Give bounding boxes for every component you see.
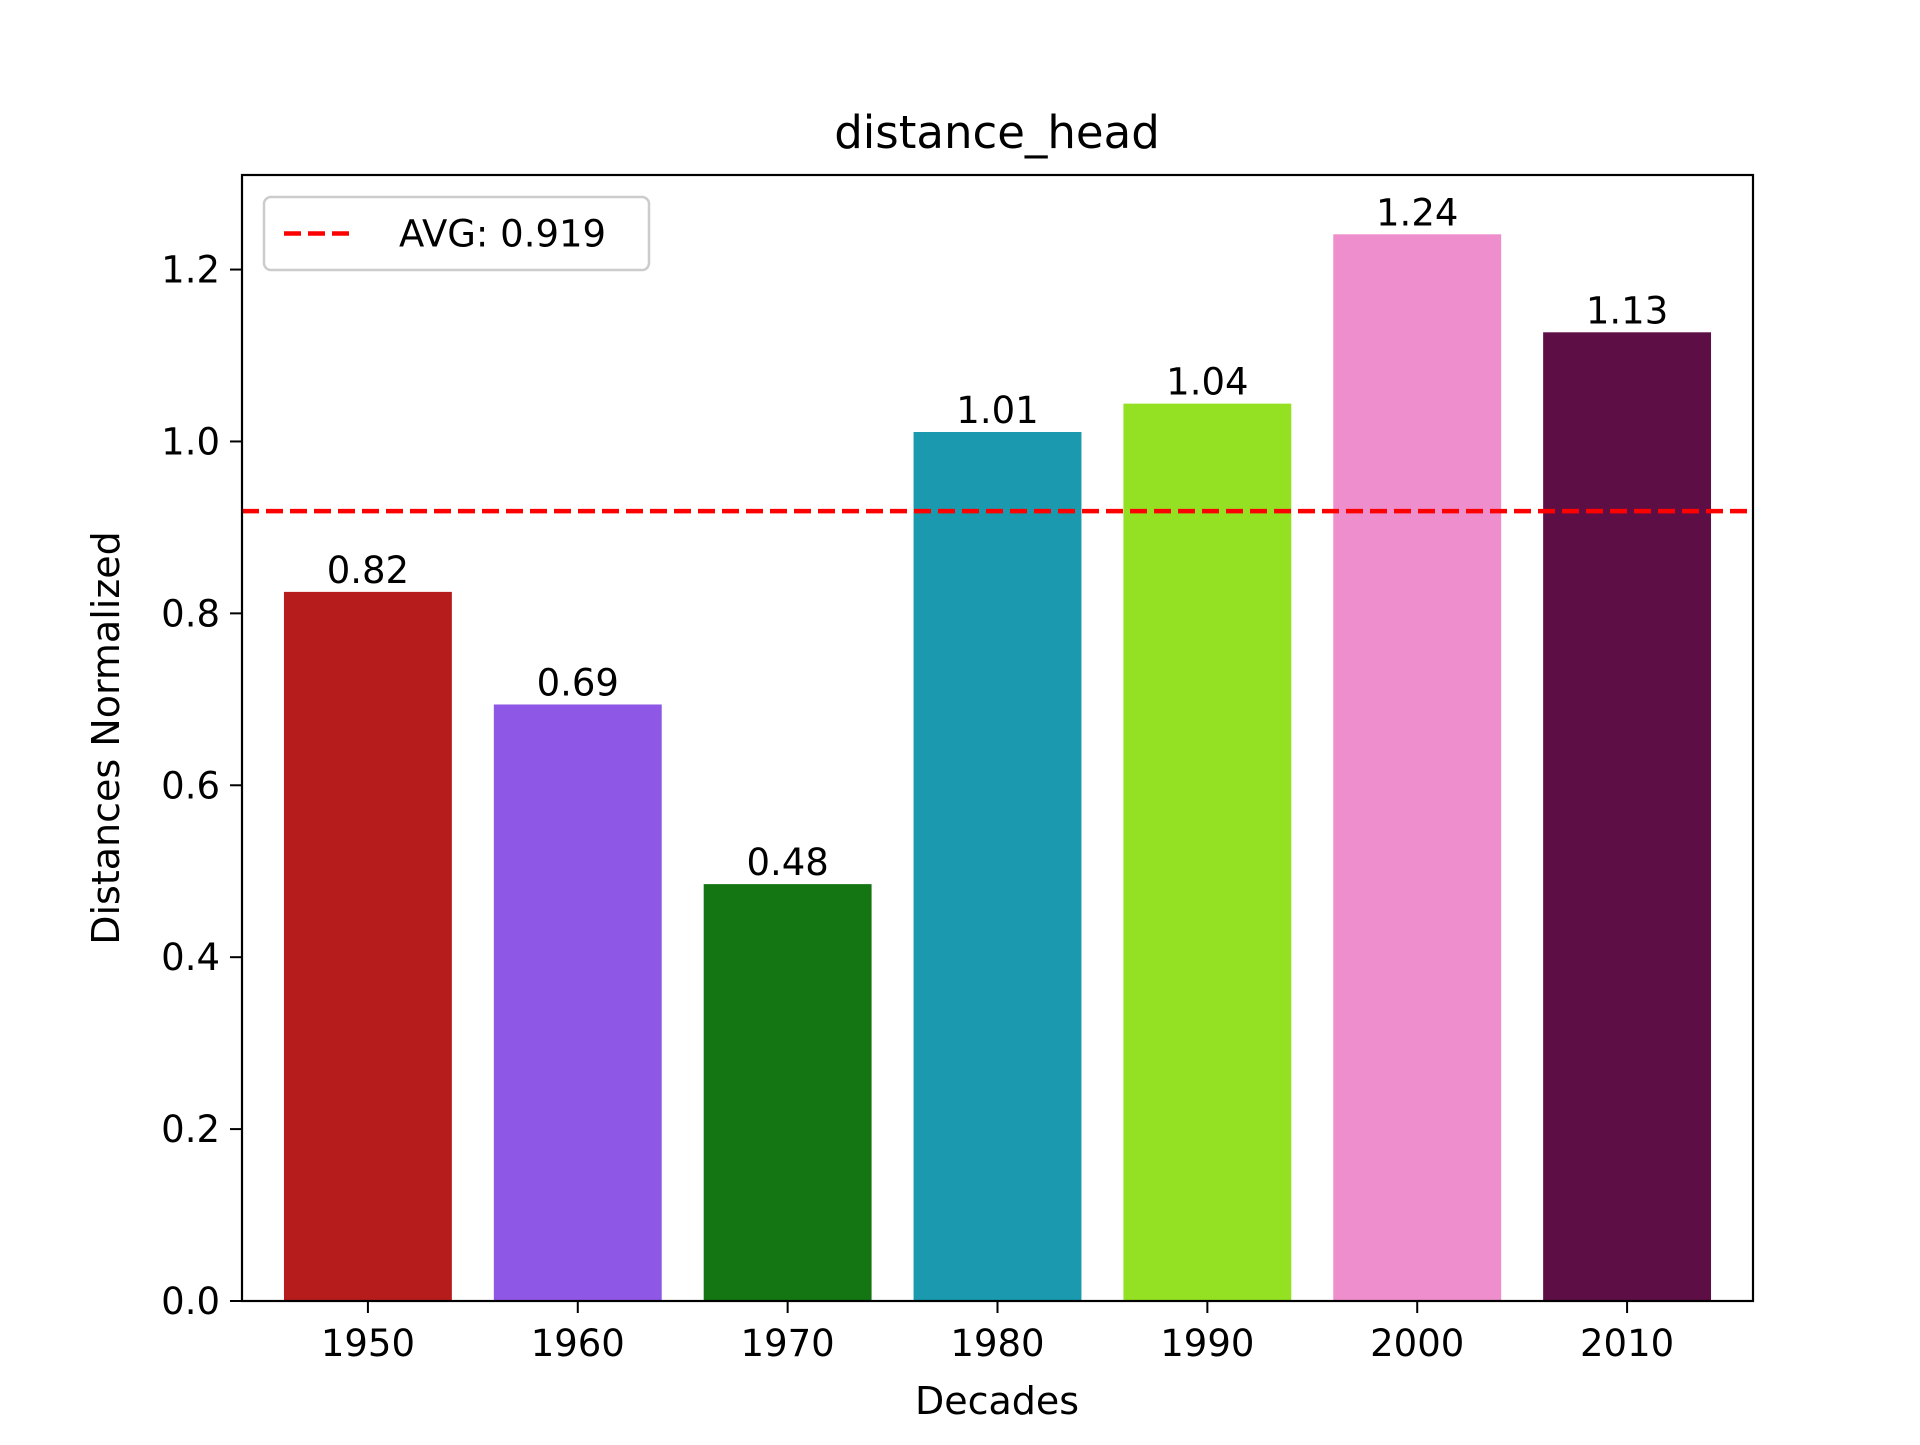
y-tick-label: 0.2 — [161, 1108, 220, 1151]
bar-1990 — [1123, 403, 1292, 1301]
bar-1960 — [493, 704, 662, 1301]
bar-value-label-2000: 1.24 — [1376, 191, 1458, 234]
legend-label-average: AVG: 0.919 — [399, 213, 606, 256]
bar-value-label-1950: 0.82 — [327, 549, 409, 592]
x-tick-label: 1960 — [531, 1322, 625, 1365]
y-tick-label: 0.4 — [161, 936, 220, 979]
x-axis-label: Decades — [915, 1379, 1079, 1423]
bar-value-label-1970: 0.48 — [746, 841, 828, 884]
bar-1980 — [913, 432, 1082, 1301]
y-axis-label: Distances Normalized — [84, 531, 128, 945]
y-tick-label: 0.0 — [161, 1280, 220, 1323]
bar-1970 — [703, 884, 872, 1301]
chart-title: distance_head — [834, 106, 1160, 159]
y-tick-label: 0.8 — [161, 592, 220, 635]
bar-2010 — [1543, 332, 1712, 1302]
y-tick-label: 1.2 — [161, 249, 220, 292]
legend-box — [262, 195, 651, 272]
y-tick-label: 1.0 — [161, 420, 220, 463]
bar-value-label-1980: 1.01 — [956, 389, 1038, 432]
x-tick-label: 1970 — [741, 1322, 835, 1365]
x-tick-label: 2000 — [1370, 1322, 1464, 1365]
x-tick-label: 1980 — [950, 1322, 1044, 1365]
plot-area: 0.82 0.69 0.48 1.01 1.04 1.24 1.13 0.0 0.2 0.4 0.6… — [161, 173, 1755, 1365]
x-tick-label: 1950 — [321, 1322, 415, 1365]
y-tick-label: 0.6 — [161, 764, 220, 807]
bar-value-label-2010: 1.13 — [1586, 289, 1668, 332]
bar-1950 — [283, 591, 452, 1301]
bar-2000 — [1333, 234, 1502, 1302]
x-tick-label: 1990 — [1160, 1322, 1254, 1365]
bar-value-label-1990: 1.04 — [1166, 361, 1248, 404]
x-tick-label: 2010 — [1580, 1322, 1674, 1365]
bar-value-label-1960: 0.69 — [537, 661, 619, 704]
